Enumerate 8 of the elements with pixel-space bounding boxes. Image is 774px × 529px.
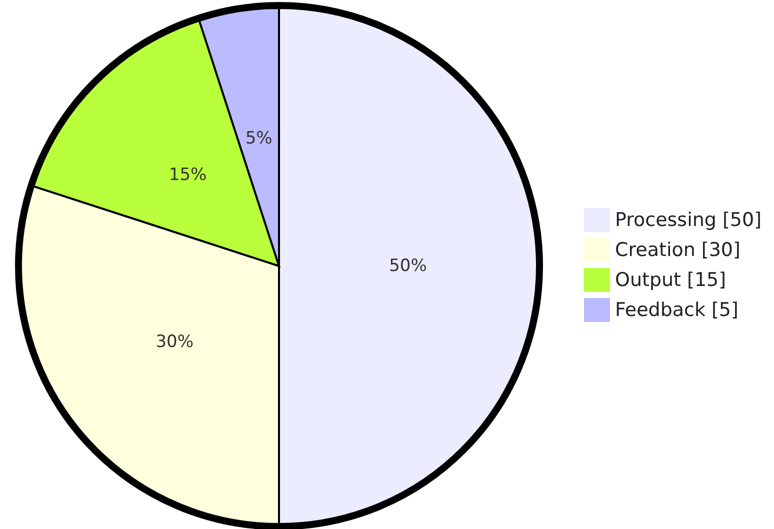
legend-label: Creation [30]	[615, 239, 740, 261]
legend-label: Feedback [5]	[615, 299, 738, 321]
data-label: 50%	[389, 256, 427, 276]
data-label: 30%	[156, 332, 194, 352]
legend-label: Output [15]	[615, 269, 726, 291]
legend-label: Processing [50]	[615, 209, 762, 231]
data-label: 15%	[168, 164, 207, 185]
data-label: 5%	[245, 128, 272, 149]
